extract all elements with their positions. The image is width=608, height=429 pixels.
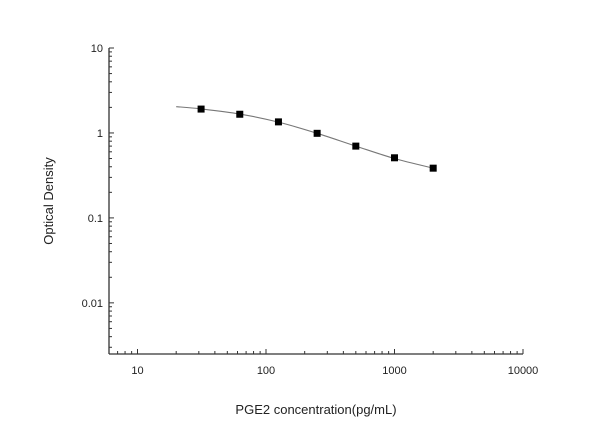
y-tick-label: 0.01 <box>82 298 103 310</box>
x-axis-label: PGE2 concentration(pg/mL) <box>235 402 396 417</box>
y-tick-label: 1 <box>97 128 103 140</box>
data-point <box>429 164 437 172</box>
data-point <box>352 142 360 150</box>
axes: 10 100 1000 10000 0.01 0.1 1 10 <box>82 43 539 377</box>
x-tick-label: 10 <box>131 365 143 377</box>
y-tick-label: 0.1 <box>88 213 103 225</box>
x-tick-label: 100 <box>257 365 275 377</box>
data-point <box>236 110 244 118</box>
data-point <box>391 154 399 162</box>
y-axis-label: Optical Density <box>41 157 56 245</box>
x-tick-label: 1000 <box>382 365 406 377</box>
plot-marks <box>176 105 437 172</box>
data-point <box>197 105 205 113</box>
data-point <box>313 129 321 137</box>
y-tick-label: 10 <box>91 43 103 55</box>
x-tick-label: 10000 <box>508 365 539 377</box>
data-point <box>274 118 282 126</box>
